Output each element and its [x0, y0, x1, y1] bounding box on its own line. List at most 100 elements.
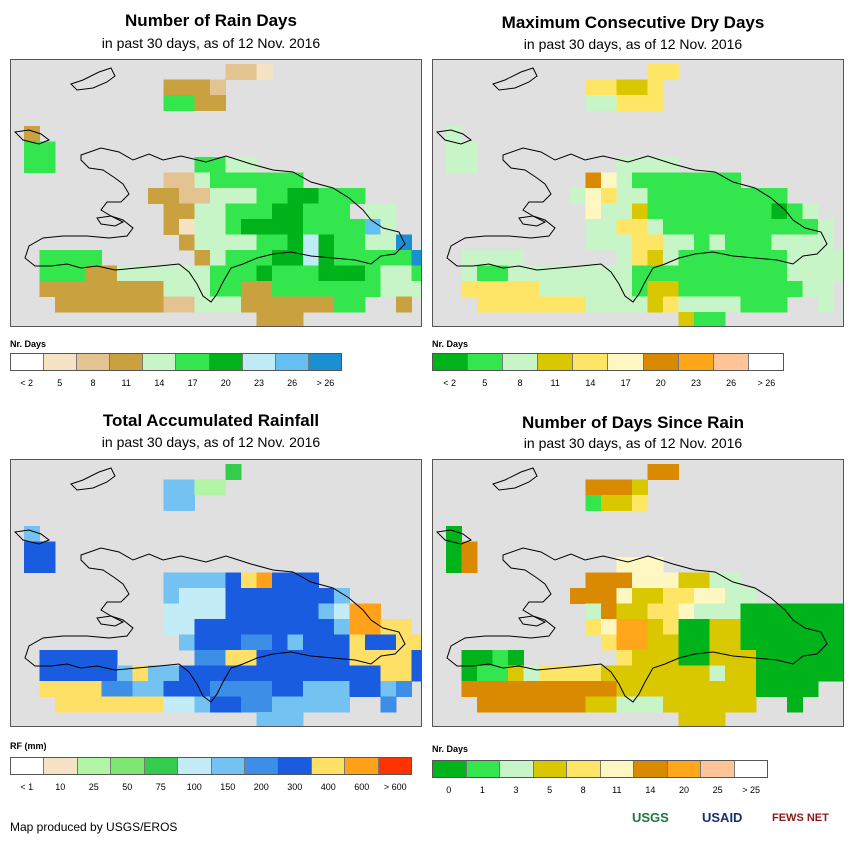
- grid-cell: [70, 681, 87, 697]
- grid-cell: [663, 64, 679, 80]
- legend-label: 200: [253, 782, 269, 792]
- grid-cell: [411, 265, 421, 282]
- grid-cell: [101, 696, 118, 713]
- grid-cell: [771, 650, 788, 666]
- grid-cell: [601, 188, 617, 204]
- grid-cell: [833, 634, 843, 651]
- grid-cell: [349, 250, 366, 266]
- grid-cell: [194, 479, 211, 496]
- grid-cell: [225, 572, 242, 589]
- grid-cell: [818, 296, 834, 313]
- grid-cell: [616, 619, 633, 635]
- grid-cell: [601, 495, 617, 511]
- legend-label: > 600: [383, 782, 407, 792]
- grid-cell: [287, 172, 304, 189]
- grid-cell: [272, 312, 288, 326]
- grid-cell: [241, 665, 257, 682]
- grid-cell: [256, 588, 273, 604]
- grid-cell: [272, 265, 288, 282]
- grid-cell: [477, 265, 493, 282]
- grid-cell: [616, 157, 633, 173]
- legend-label: 150: [220, 782, 236, 792]
- grid-cell: [148, 696, 164, 713]
- grid-cell: [365, 650, 381, 666]
- grid-cell: [756, 219, 772, 235]
- grid-cell: [833, 250, 843, 266]
- grid-cell: [647, 265, 664, 282]
- legend-label: 14: [645, 785, 656, 795]
- grid-cell: [663, 234, 679, 251]
- grid-cell: [477, 650, 493, 666]
- grid-cell: [601, 234, 617, 251]
- grid-cell: [380, 619, 397, 635]
- grid-cell: [396, 665, 412, 682]
- grid-cell: [225, 296, 242, 313]
- grid-cell: [148, 681, 164, 697]
- grid-cell: [194, 95, 211, 111]
- grid-cell: [461, 541, 478, 558]
- grid-cell: [365, 281, 381, 297]
- legend-swatch: [701, 761, 735, 777]
- grid-cell: [163, 572, 180, 589]
- grid-cell: [179, 479, 195, 496]
- grid-cell: [632, 203, 648, 220]
- grid-cell: [818, 219, 834, 235]
- grid-cell: [225, 603, 242, 620]
- grid-cell: [539, 665, 555, 682]
- grid-cell: [461, 681, 478, 697]
- legend-label: > 26: [757, 378, 776, 388]
- grid-cell: [616, 79, 633, 96]
- legend-labels: 0 1 3 5 8 11 14 20 25 > 25: [432, 785, 768, 799]
- legend-swatch: [44, 758, 78, 774]
- grid-cell: [725, 281, 741, 297]
- grid-cell: [163, 281, 180, 297]
- grid-cell: [179, 665, 195, 682]
- legend-swatch: [378, 758, 412, 774]
- grid-cell: [241, 572, 257, 589]
- grid-cell: [303, 588, 319, 604]
- grid-cell: [86, 265, 102, 282]
- grid-cell: [802, 681, 819, 697]
- grid-cell: [446, 141, 462, 158]
- legend-swatch: [433, 354, 469, 370]
- grid-cell: [632, 634, 648, 651]
- grid-cell: [678, 172, 695, 189]
- grid-cell: [303, 281, 319, 297]
- grid-cell: [349, 265, 366, 282]
- grid-cell: [210, 572, 226, 589]
- grid-cell: [194, 619, 211, 635]
- grid-cell: [461, 665, 478, 682]
- grid-cell: [709, 265, 726, 282]
- grid-cell: [179, 634, 195, 651]
- legend-label: 26: [726, 378, 737, 388]
- grid-cell: [585, 188, 602, 204]
- grid-cell: [334, 219, 350, 235]
- grid-cell: [210, 203, 226, 220]
- legend-swatch: [468, 354, 504, 370]
- grid-cell: [86, 665, 102, 682]
- grid-cell: [132, 665, 149, 682]
- grid-cell: [225, 203, 242, 220]
- legend-label: 10: [55, 782, 66, 792]
- grid-cell: [365, 234, 381, 251]
- grid-cell: [725, 588, 741, 604]
- grid-cell: [39, 141, 56, 158]
- grid-cell: [492, 681, 509, 697]
- grid-cell: [287, 312, 304, 326]
- grid-cell: [272, 634, 288, 651]
- legend-bar: [432, 353, 784, 371]
- grid-cell: [318, 188, 335, 204]
- legend-swatch: [44, 354, 78, 370]
- grid-cell: [396, 250, 412, 266]
- grid-cell: [632, 665, 648, 682]
- legend-labels: < 1 10 25 50 75 100 150 200 300 400 600 > 600: [10, 782, 412, 796]
- grid-cell: [225, 219, 242, 235]
- grid-cell: [179, 681, 195, 697]
- usgs-logo: USGS: [632, 810, 669, 825]
- grid-cell: [663, 281, 679, 297]
- grid-cell: [694, 603, 710, 620]
- legend-swatch: [110, 354, 144, 370]
- grid-cell: [241, 250, 257, 266]
- panel-title: Total Accumulated Rainfall: [102, 411, 320, 430]
- grid-cell: [616, 572, 633, 589]
